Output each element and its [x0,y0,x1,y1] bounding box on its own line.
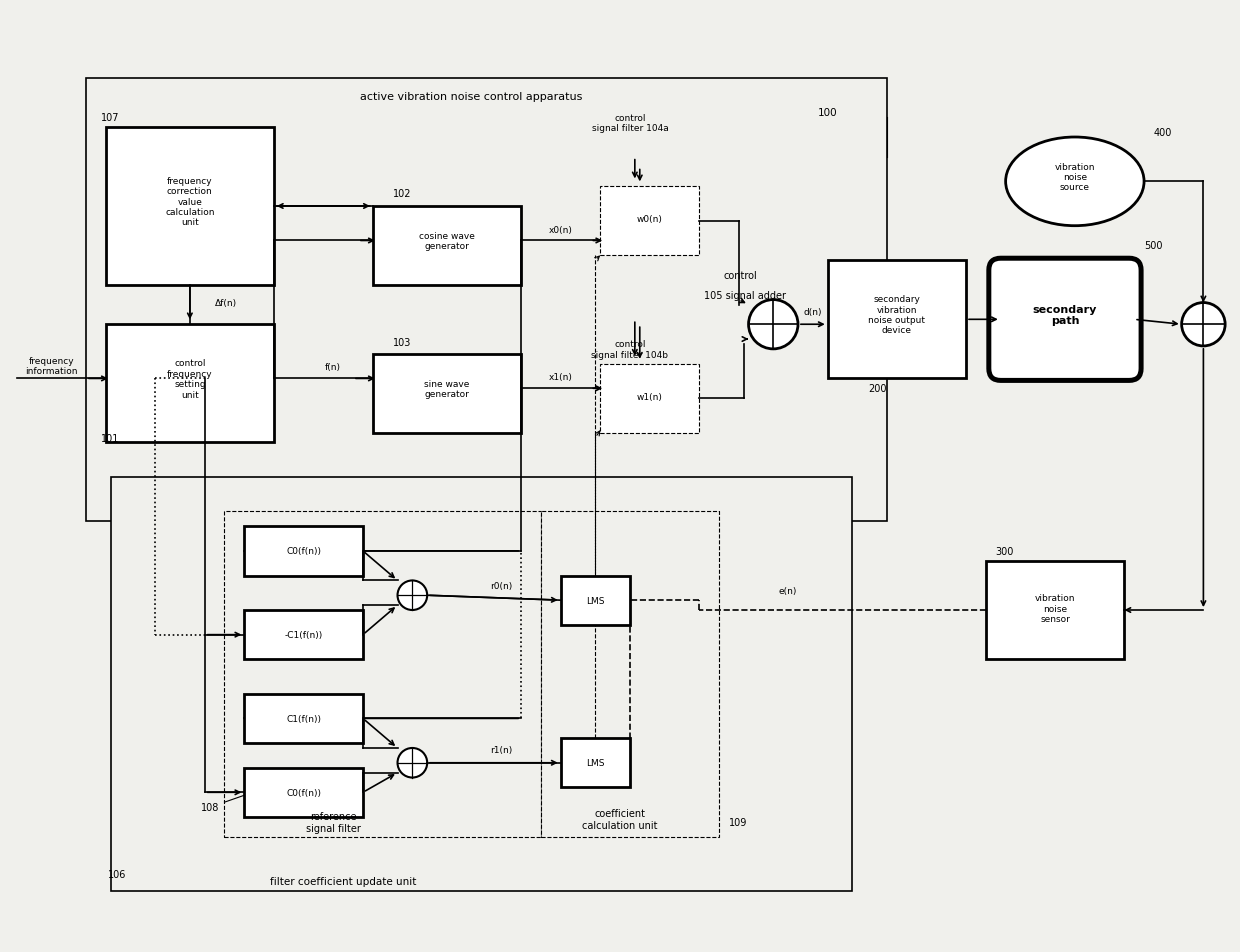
Text: 101: 101 [100,433,119,443]
Text: w0(n): w0(n) [636,215,662,224]
Text: control
frequency
setting
unit: control frequency setting unit [167,359,213,399]
Text: 400: 400 [1154,128,1172,138]
Text: 103: 103 [393,338,410,347]
Text: Δf(n): Δf(n) [215,299,237,307]
Text: C0(f(n)): C0(f(n)) [286,788,321,797]
Text: 105 signal adder: 105 signal adder [704,290,786,301]
FancyBboxPatch shape [541,512,719,837]
Text: 102: 102 [393,189,412,199]
Text: 106: 106 [108,869,126,880]
FancyBboxPatch shape [105,325,274,443]
Text: 300: 300 [996,546,1014,556]
FancyBboxPatch shape [224,512,541,837]
Text: 109: 109 [729,817,748,827]
Text: d(n): d(n) [804,307,822,317]
Text: vibration
noise
sensor: vibration noise sensor [1035,593,1075,624]
FancyBboxPatch shape [986,561,1125,660]
Text: active vibration noise control apparatus: active vibration noise control apparatus [361,91,583,102]
Text: control: control [724,270,758,281]
Text: 200: 200 [868,384,887,394]
FancyBboxPatch shape [600,188,699,256]
FancyBboxPatch shape [560,576,630,625]
FancyBboxPatch shape [560,739,630,787]
Text: 108: 108 [201,803,219,812]
Text: frequency
correction
value
calculation
unit: frequency correction value calculation u… [165,176,215,228]
Text: coefficient
calculation unit: coefficient calculation unit [583,808,657,830]
FancyBboxPatch shape [373,207,521,286]
FancyBboxPatch shape [827,261,966,379]
FancyBboxPatch shape [244,694,363,744]
FancyBboxPatch shape [244,768,363,817]
Circle shape [749,300,799,349]
Text: f(n): f(n) [325,363,341,371]
Text: control
signal filter 104a: control signal filter 104a [591,113,668,132]
FancyBboxPatch shape [244,526,363,576]
Text: -C1(f(n)): -C1(f(n)) [284,630,322,640]
Text: C0(f(n)): C0(f(n)) [286,546,321,556]
Circle shape [398,581,428,610]
Text: secondary
vibration
noise output
device: secondary vibration noise output device [868,295,925,335]
Text: frequency
information: frequency information [25,357,78,376]
FancyBboxPatch shape [373,354,521,433]
Text: filter coefficient update unit: filter coefficient update unit [270,876,417,886]
Text: r1(n): r1(n) [490,745,512,755]
Text: LMS: LMS [587,596,605,605]
Text: x0(n): x0(n) [549,226,573,235]
Circle shape [398,748,428,778]
FancyBboxPatch shape [105,128,274,286]
FancyBboxPatch shape [86,79,887,522]
Text: w1(n): w1(n) [636,392,662,401]
Text: LMS: LMS [587,759,605,767]
Text: reference
signal filter: reference signal filter [306,811,361,833]
Text: sine wave
generator: sine wave generator [424,379,470,399]
Text: 107: 107 [100,113,119,123]
Circle shape [1182,304,1225,347]
Text: secondary
path: secondary path [1033,305,1097,326]
Text: 500: 500 [1145,241,1163,251]
FancyBboxPatch shape [600,365,699,433]
Text: 100: 100 [817,109,837,118]
Text: e(n): e(n) [779,586,797,595]
Text: vibration
noise
source: vibration noise source [1054,163,1095,192]
FancyBboxPatch shape [110,478,852,891]
FancyBboxPatch shape [988,259,1141,381]
FancyBboxPatch shape [244,610,363,660]
Text: r0(n): r0(n) [490,582,512,590]
Text: cosine wave
generator: cosine wave generator [419,231,475,251]
Text: x1(n): x1(n) [549,372,573,382]
Text: control
signal filter 104b: control signal filter 104b [591,340,668,359]
Text: C1(f(n)): C1(f(n)) [286,714,321,724]
Ellipse shape [1006,138,1145,227]
